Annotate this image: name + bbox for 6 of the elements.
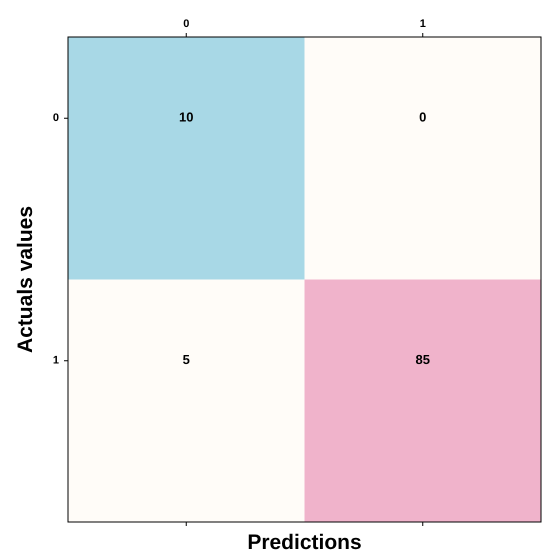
x-axis-title: Predictions — [247, 531, 362, 552]
data-label: 10 — [179, 110, 194, 125]
data-label: 0 — [419, 110, 426, 125]
data-label: 85 — [416, 352, 430, 368]
y-axis-title: Actuals values — [14, 206, 37, 354]
data-label: 5 — [182, 352, 190, 368]
